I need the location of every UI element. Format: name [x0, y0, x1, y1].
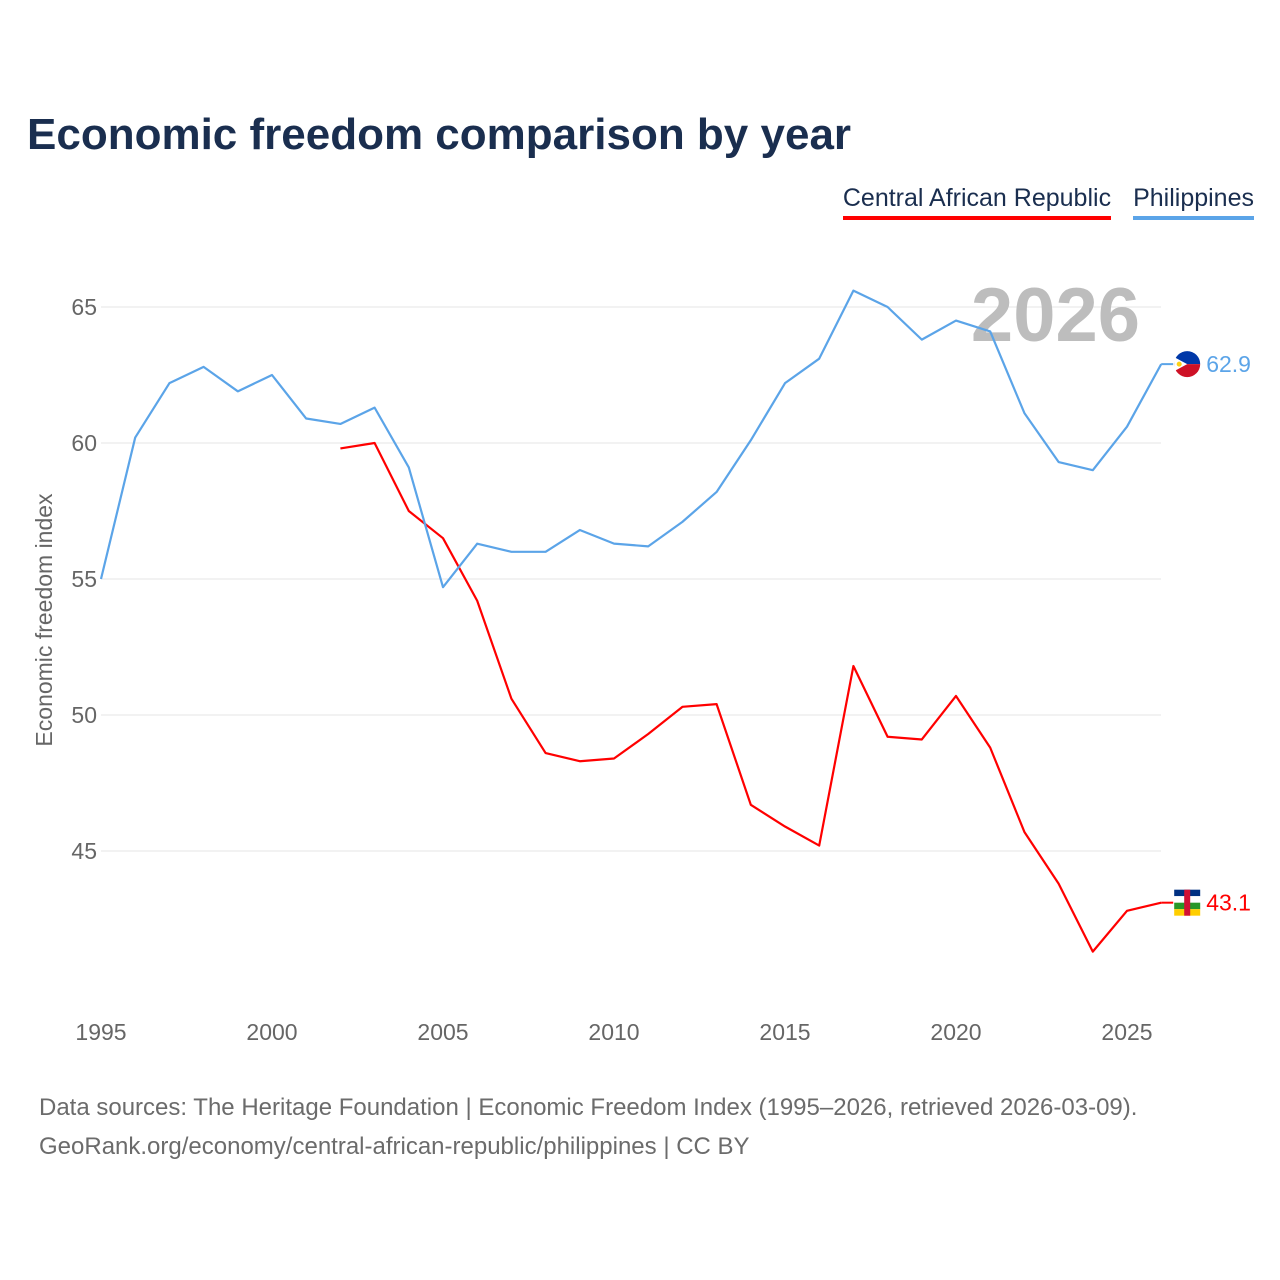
year-watermark: 2026 — [971, 273, 1140, 358]
series-line-central-african-republic — [340, 441, 1162, 953]
flag-car-icon — [1184, 889, 1191, 916]
footer: Data sources: The Heritage Foundation | … — [39, 1088, 1137, 1166]
x-tick-label: 2020 — [930, 1019, 981, 1045]
series-line-philippines — [99, 289, 1163, 589]
flag-sun-icon — [1176, 361, 1182, 367]
x-tick-label: 2015 — [759, 1019, 810, 1045]
x-tick-label: 2025 — [1101, 1019, 1152, 1045]
legend-central-african-republic[interactable]: Central African Republic — [842, 184, 1112, 220]
y-tick-label: 60 — [71, 430, 97, 456]
x-tick-label: 2005 — [417, 1019, 468, 1045]
chart-title: Economic freedom comparison by year — [27, 110, 852, 159]
x-tick-label: 2010 — [588, 1019, 639, 1045]
y-tick-label: 65 — [71, 294, 97, 320]
x-tick-label: 1995 — [75, 1019, 126, 1045]
end-value-label: 43.1 — [1206, 890, 1251, 916]
y-tick-label: 55 — [71, 566, 97, 592]
x-tick-label: 2000 — [246, 1019, 297, 1045]
y-tick-label: 45 — [71, 838, 97, 864]
y-axis-label: Economic freedom index — [31, 493, 57, 747]
data-source: Data sources: The Heritage Foundation | … — [39, 1094, 1138, 1121]
y-tick-label: 50 — [71, 702, 97, 728]
end-value-label: 62.9 — [1206, 351, 1251, 377]
source-url: GeoRank.org/economy/central-african-repu… — [39, 1133, 750, 1160]
legend: Central African Republic Philippines — [842, 184, 1254, 220]
legend-philippines[interactable]: Philippines — [1133, 184, 1254, 220]
